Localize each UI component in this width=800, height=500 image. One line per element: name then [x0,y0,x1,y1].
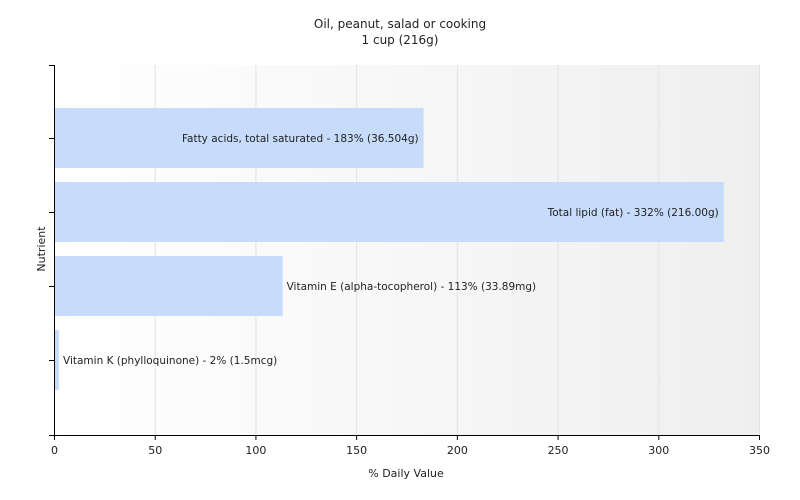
x-tick-label: 50 [148,444,162,457]
bar [55,182,724,242]
chart-subtitle: 1 cup (216g) [362,33,439,47]
x-tick-label: 300 [648,444,669,457]
x-tick-label: 150 [346,444,367,457]
bar-data-label: Vitamin K (phylloquinone) - 2% (1.5mcg) [63,355,277,367]
bars [55,108,724,390]
bar [55,256,283,316]
bar-labels: Fatty acids, total saturated - 183% (36.… [63,133,719,367]
bar-data-label: Fatty acids, total saturated - 183% (36.… [182,133,419,145]
x-tick-label: 200 [447,444,468,457]
x-tick-label: 250 [548,444,569,457]
x-tick-label: 0 [51,444,58,457]
axes [49,65,760,440]
x-tick-label: 350 [749,444,770,457]
x-tick-labels: 0 50 100 150 200 250 300 350 [51,444,770,457]
chart-title: Oil, peanut, salad or cooking [314,17,486,31]
bar-data-label: Total lipid (fat) - 332% (216.00g) [547,207,719,219]
y-axis-label: Nutrient [35,226,48,272]
bar [55,330,60,390]
bar-data-label: Vitamin E (alpha-tocopherol) - 113% (33.… [287,281,537,293]
x-tick-label: 100 [245,444,266,457]
bar [55,108,424,168]
x-axis-label: % Daily Value [368,467,444,480]
